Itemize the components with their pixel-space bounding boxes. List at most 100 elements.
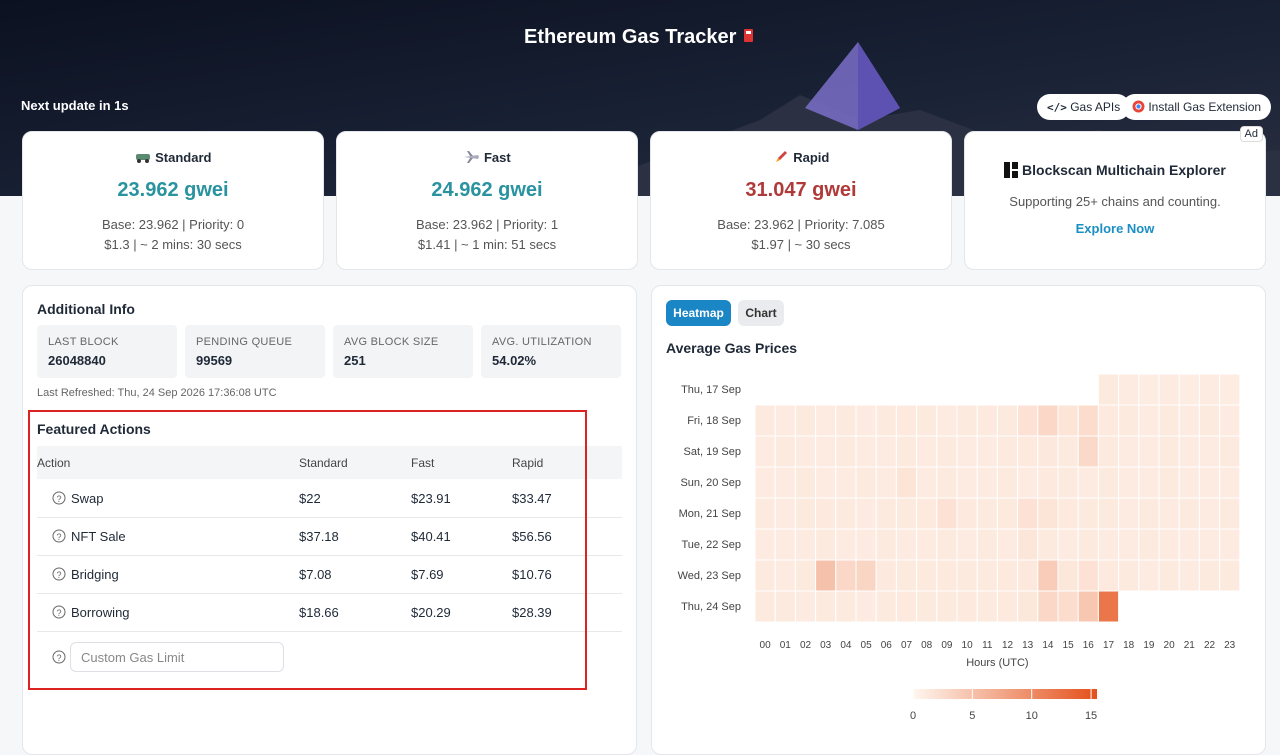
stat-box: AVG. UTILIZATION 54.02% (481, 325, 621, 378)
blockscan-icon (1004, 162, 1019, 178)
heatmap-cell (956, 466, 978, 499)
action-cell: Borrowing (71, 605, 130, 620)
ad-card[interactable]: Ad Blockscan Multichain Explorer Support… (964, 126, 1266, 270)
heatmap-cell (1118, 435, 1140, 468)
tab-label: Heatmap (673, 306, 724, 320)
heatmap-cell (794, 590, 817, 623)
cost-time: $1.97 | ~ 30 secs (751, 237, 851, 252)
heatmap-cell (774, 404, 796, 437)
heatmap-cell (916, 435, 938, 468)
column-header: Fast (411, 456, 435, 470)
heatmap-cell (1118, 466, 1140, 499)
heatmap-cell (1138, 497, 1160, 530)
action-cell: NFT Sale (71, 529, 126, 544)
heatmap-cell (1178, 497, 1200, 530)
colorbar-tick-label: 0 (910, 710, 916, 722)
heatmap-cell (1118, 559, 1140, 592)
heatmap-cell (1017, 435, 1039, 468)
cost-cell: $7.69 (411, 567, 444, 582)
heatmap-cell (815, 404, 837, 437)
heatmap-cell (916, 404, 938, 437)
heatmap-cell (1219, 559, 1241, 592)
heatmap-cell (754, 404, 776, 437)
x-tick-label: 16 (1083, 640, 1095, 651)
stat-label: PENDING QUEUE (196, 336, 293, 348)
column-header: Rapid (512, 456, 544, 470)
stat-value: 251 (344, 353, 366, 368)
heatmap-cell (835, 497, 857, 530)
gas-card-name-row: Fast (337, 149, 637, 165)
heatmap-cell (1037, 590, 1059, 623)
heatmap-cell (774, 497, 796, 530)
x-tick-label: 02 (800, 640, 812, 651)
heatmap-cell (1097, 373, 1120, 406)
heatmap-cell (916, 466, 938, 499)
x-tick-label: 22 (1204, 640, 1216, 651)
heatmap-cell (1057, 559, 1079, 592)
heatmap-cell (936, 559, 958, 592)
extension-button[interactable]: Install Gas Extension (1122, 94, 1272, 120)
cost-cell: $7.08 (299, 567, 332, 582)
x-tick-label: 06 (881, 640, 893, 651)
heatmap-cell (1057, 528, 1079, 561)
x-tick-label: 14 (1042, 640, 1054, 651)
heatmap-cell (835, 404, 857, 437)
title-text: Ethereum Gas Tracker (524, 26, 737, 48)
stat-value: 54.02% (492, 353, 537, 368)
stat-value: 26048840 (48, 353, 106, 368)
heatmap-cell (835, 528, 857, 561)
heatmap-cell (936, 404, 958, 437)
x-tick-label: 17 (1103, 640, 1115, 651)
heatmap-cell (1077, 466, 1099, 499)
heatmap-cell (1017, 466, 1039, 499)
ad-text: Supporting 25+ chains and counting. (1009, 194, 1221, 209)
button-label: Gas APIs (1070, 100, 1121, 114)
heatmap-cell (835, 559, 857, 592)
custom-gas-input[interactable]: Custom Gas Limit (70, 642, 284, 672)
panel-title: Additional Info (37, 301, 135, 317)
heatmap-cell (1219, 435, 1241, 468)
gas-apis-button[interactable]: </> Gas APIs (1037, 94, 1131, 120)
heatmap-cell (1178, 373, 1200, 406)
heatmap-cell (1138, 559, 1160, 592)
heatmap-cell (976, 528, 998, 561)
cost-time: $1.3 | ~ 2 mins: 30 secs (104, 237, 242, 252)
heatmap-cell (996, 528, 1019, 561)
heatmap-cell (1097, 404, 1120, 437)
x-axis-label: Hours (UTC) (966, 657, 1028, 669)
gas-card[interactable]: Fast 24.962 gwei Base: 23.962 | Priority: … (336, 131, 638, 270)
gas-card[interactable]: Standard 23.962 gwei Base: 23.962 | Priori… (22, 131, 324, 270)
heatmap-cell (815, 435, 837, 468)
heatmap-cell (1077, 528, 1099, 561)
y-tick-label: Fri, 18 Sep (687, 415, 741, 427)
tab-label: Chart (745, 306, 776, 320)
heatmap-cell (1198, 404, 1221, 437)
heatmap-cell (1158, 528, 1180, 561)
stat-label: AVG. UTILIZATION (492, 336, 592, 348)
heatmap-cell (875, 466, 897, 499)
heatmap-cell (1077, 404, 1099, 437)
heatmap-cell (1138, 404, 1160, 437)
heatmap-cell (1057, 497, 1079, 530)
heatmap-cell (1057, 590, 1079, 623)
heatmap-cell (916, 497, 938, 530)
ad-link[interactable]: Explore Now (1075, 221, 1155, 236)
help-icon: ? (52, 650, 66, 669)
heatmap-cell (976, 590, 998, 623)
action-cell: Bridging (71, 567, 119, 582)
column-header: Action (37, 456, 71, 470)
heatmap-cell (855, 435, 877, 468)
tab-active[interactable] (666, 300, 731, 326)
heatmap-cell (794, 466, 817, 499)
heatmap-cell (916, 559, 938, 592)
cost-cell: $10.76 (512, 567, 552, 582)
heatmap-cell (1057, 435, 1079, 468)
gas-card[interactable]: Rapid 31.047 gwei Base: 23.962 | Priority:… (650, 131, 952, 270)
heatmap-cell (1097, 497, 1120, 530)
tab[interactable] (738, 300, 784, 326)
heatmap-cell (1017, 404, 1039, 437)
heatmap-cell (936, 528, 958, 561)
cost-cell: $40.41 (411, 529, 451, 544)
heatmap-cell (1118, 404, 1140, 437)
